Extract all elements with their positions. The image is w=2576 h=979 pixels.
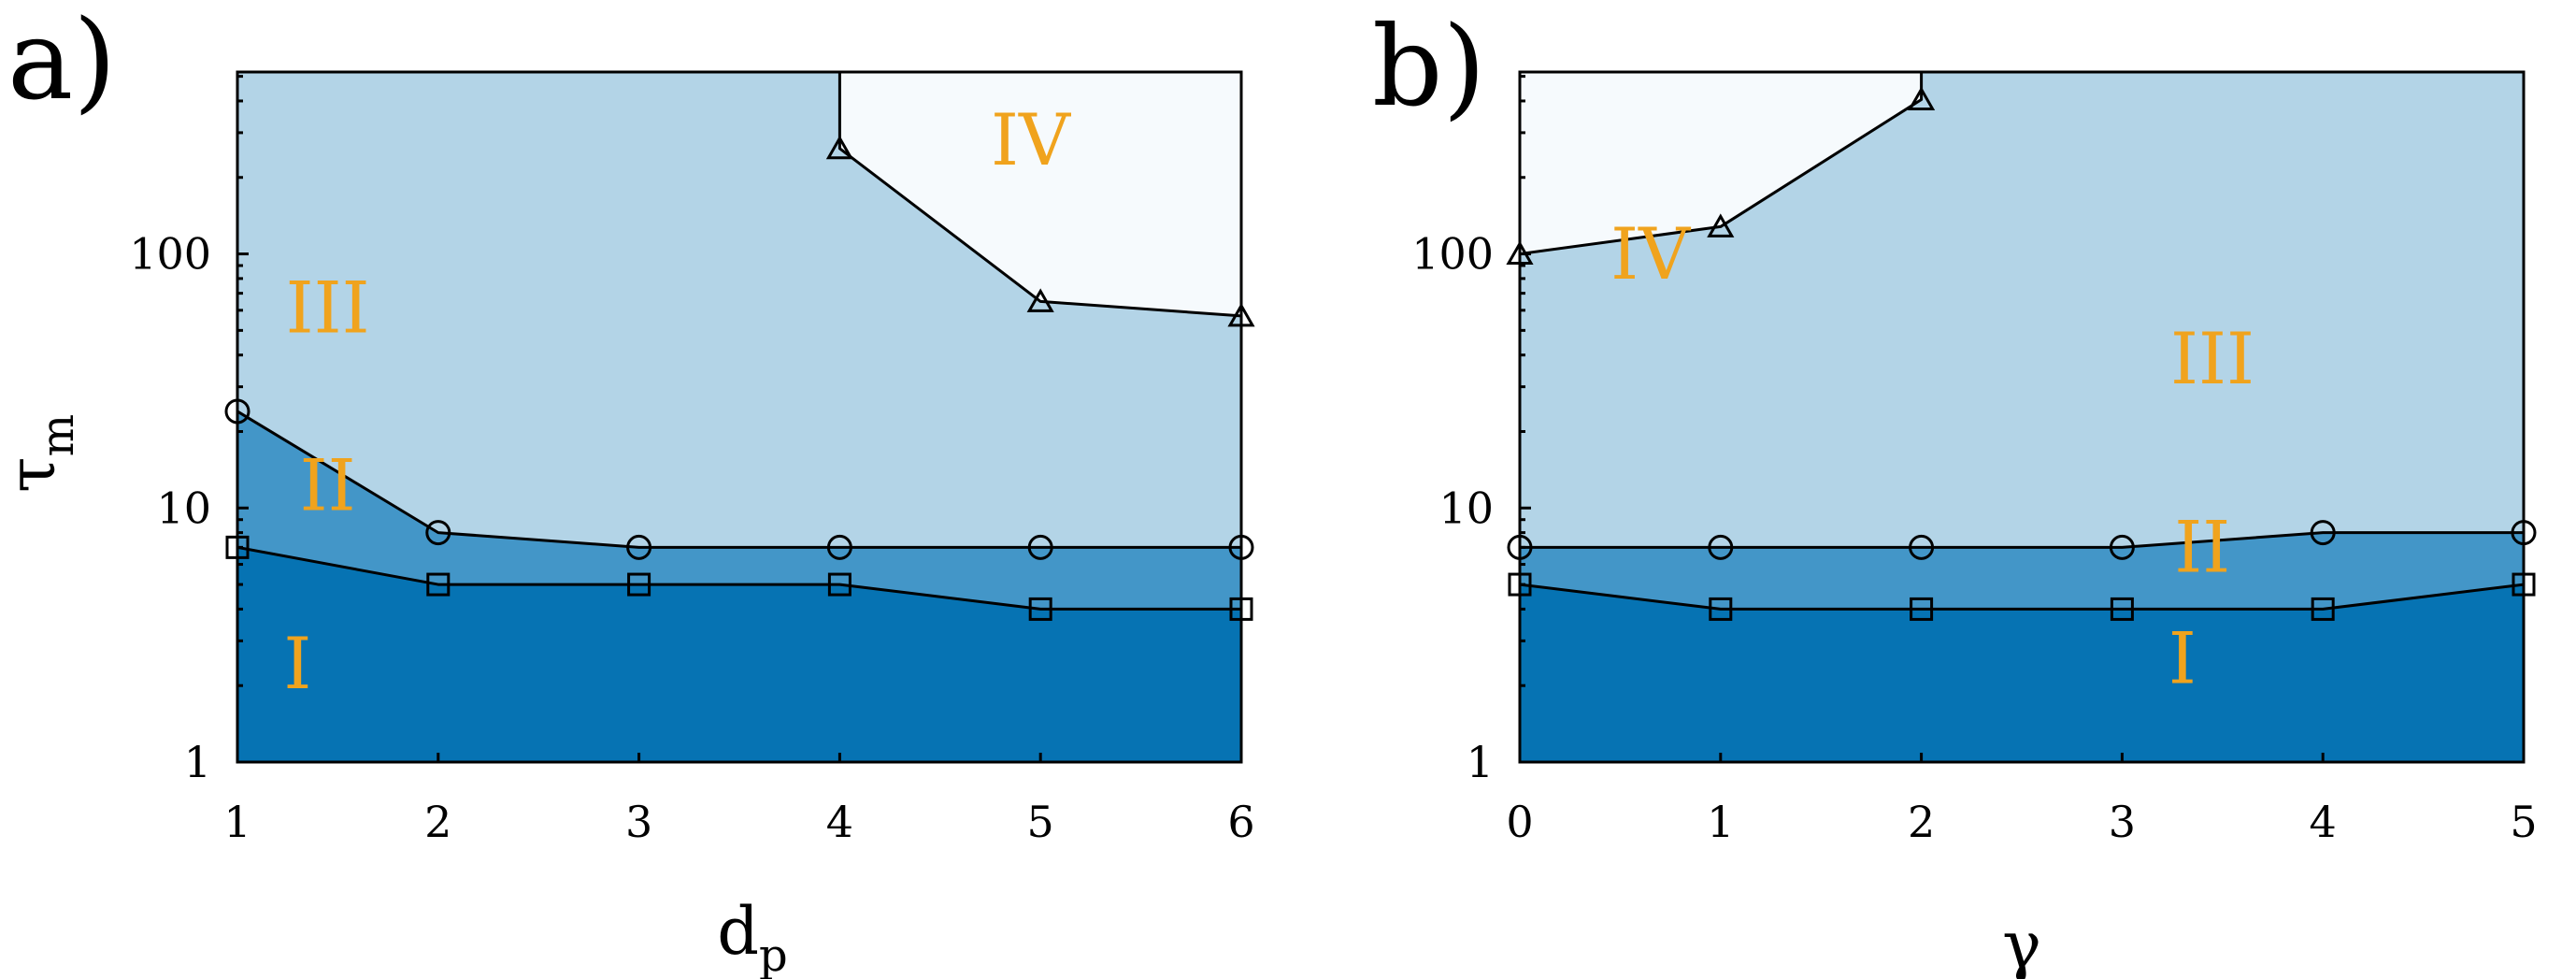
region-II-fill: [237, 410, 1241, 610]
x-tick-label: 4: [2310, 797, 2337, 847]
y-tick-label: 100: [1411, 229, 1494, 280]
plot-frame: [236, 70, 1243, 764]
x-axis-label: dp: [717, 893, 788, 979]
triangle-marker: [1026, 288, 1054, 312]
y-tick-label: 10: [1438, 482, 1494, 533]
square-marker: [627, 572, 651, 597]
x-tick-label: 6: [1227, 797, 1254, 847]
triangle-boundary-line: [1519, 72, 1924, 256]
x-tick-label: 3: [625, 797, 652, 847]
x-tick-label: 2: [1908, 797, 1935, 847]
y-tick-label: 1: [184, 737, 211, 787]
circle-marker: [425, 520, 451, 546]
y-axis-label-main: τ: [0, 456, 70, 493]
x-tick-label: 5: [1027, 797, 1054, 847]
x-axis-label-main: γ: [2002, 907, 2041, 979]
square-marker: [827, 572, 852, 597]
circle-marker: [626, 534, 652, 560]
circle-marker: [826, 534, 852, 560]
square-marker: [1910, 597, 1934, 621]
x-tick-label: 4: [826, 797, 853, 847]
x-tick-label: 1: [223, 797, 250, 847]
region-label-III: III: [286, 266, 370, 350]
circle-boundary-line: [236, 410, 1241, 549]
circle-marker: [2109, 534, 2135, 560]
region-I-fill: [237, 547, 1241, 762]
region-label-IV: IV: [1610, 212, 1691, 295]
y-axis-label: τm: [0, 414, 84, 493]
square-boundary-line: [236, 545, 1241, 611]
triangle-boundary-line: [837, 72, 1242, 318]
plot-frame: [1518, 70, 2526, 764]
region-label-II: II: [300, 444, 356, 527]
circle-marker: [1708, 534, 1734, 560]
panel-label: a): [7, 0, 116, 124]
circle-marker: [1027, 534, 1053, 560]
region-label-II: II: [2174, 506, 2230, 589]
y-tick-label: 1: [1467, 737, 1494, 787]
region-label-III: III: [2170, 317, 2254, 400]
square-marker: [2110, 597, 2134, 621]
circle-marker: [2310, 520, 2336, 546]
x-tick-label: 0: [1506, 797, 1533, 847]
x-tick-label: 1: [1707, 797, 1734, 847]
square-marker: [1028, 597, 1052, 621]
square-boundary-line: [1519, 583, 2525, 611]
region-IV-fill: [839, 72, 1241, 316]
circle-marker: [1909, 534, 1935, 560]
panel-label: b): [1372, 2, 1486, 131]
y-tick-label: 100: [129, 229, 211, 280]
x-axis-label-sub: p: [759, 929, 788, 979]
region-label-IV: IV: [991, 98, 1071, 181]
y-axis-label-sub: m: [32, 414, 84, 457]
region-label-I: I: [2168, 616, 2197, 699]
x-axis-label: γ: [2002, 907, 2041, 979]
region-IV-fill: [1520, 72, 1922, 254]
x-axis-label-main: d: [717, 893, 759, 970]
region-I-fill: [1520, 584, 2524, 762]
x-tick-label: 5: [2510, 797, 2537, 847]
x-tick-label: 2: [424, 797, 451, 847]
x-tick-label: 3: [2109, 797, 2136, 847]
triangle-marker: [1908, 86, 1936, 110]
square-marker: [2311, 597, 2335, 621]
triangle-marker: [825, 135, 853, 160]
circle-boundary-line: [1520, 531, 2524, 549]
square-marker: [1709, 597, 1733, 621]
triangle-marker: [1707, 213, 1735, 238]
region-label-I: I: [283, 622, 311, 705]
square-marker: [426, 572, 451, 597]
y-tick-label: 10: [156, 482, 211, 533]
region-II-fill: [1520, 532, 2524, 610]
